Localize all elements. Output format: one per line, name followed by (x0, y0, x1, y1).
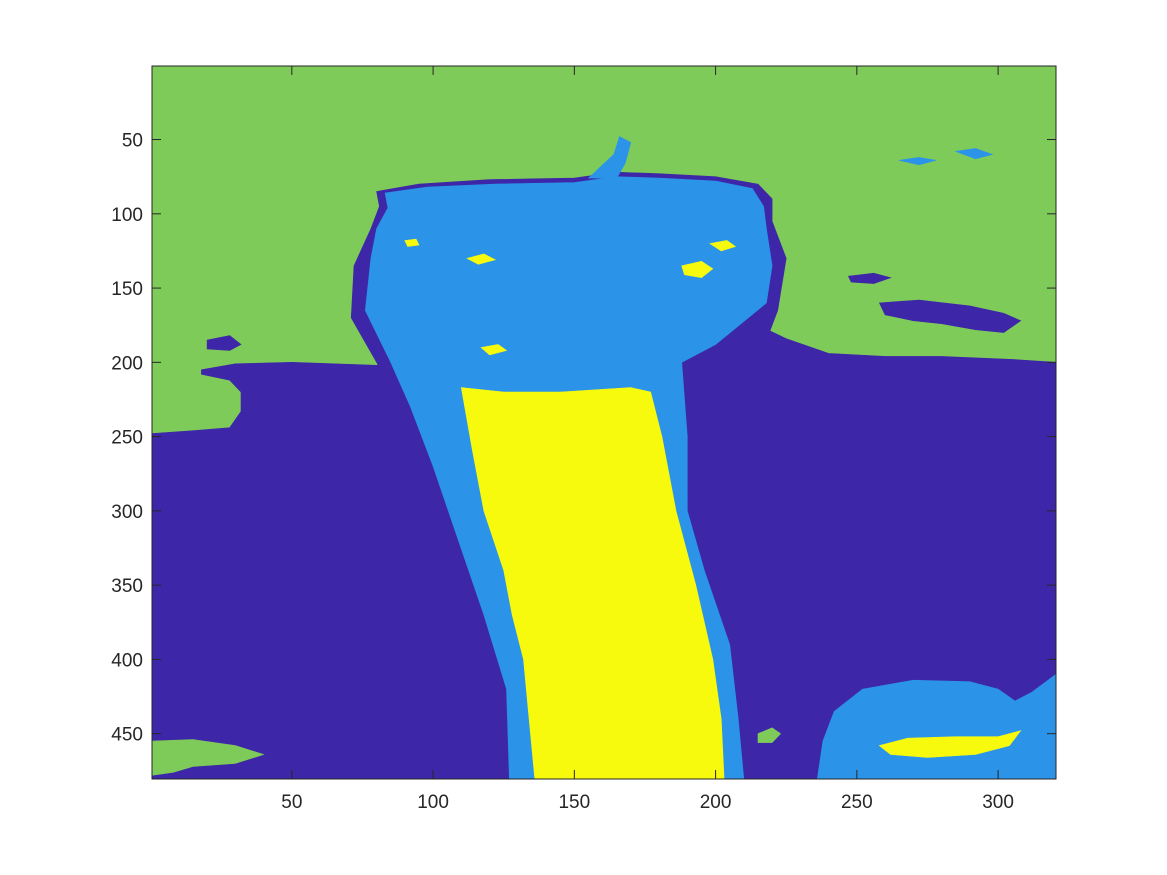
y-tick-label: 400 (111, 650, 143, 671)
y-tick-label: 450 (111, 725, 143, 746)
y-tick-label: 300 (111, 502, 143, 523)
plot-area (152, 66, 1056, 779)
y-tick-label: 350 (111, 576, 143, 597)
x-tick-label: 250 (841, 792, 873, 813)
x-tick-label: 50 (281, 792, 302, 813)
x-tick-label: 300 (982, 792, 1014, 813)
x-tick-label: 100 (417, 792, 449, 813)
y-tick-label: 200 (111, 353, 143, 374)
y-tick-label: 250 (111, 428, 143, 449)
y-tick-label: 100 (111, 205, 143, 226)
heatmap-region-yellow-fleck-5 (405, 239, 419, 246)
y-tick-label: 50 (122, 131, 143, 152)
y-tick-label: 150 (111, 279, 143, 300)
x-tick-label: 150 (558, 792, 590, 813)
x-tick-label: 200 (700, 792, 732, 813)
